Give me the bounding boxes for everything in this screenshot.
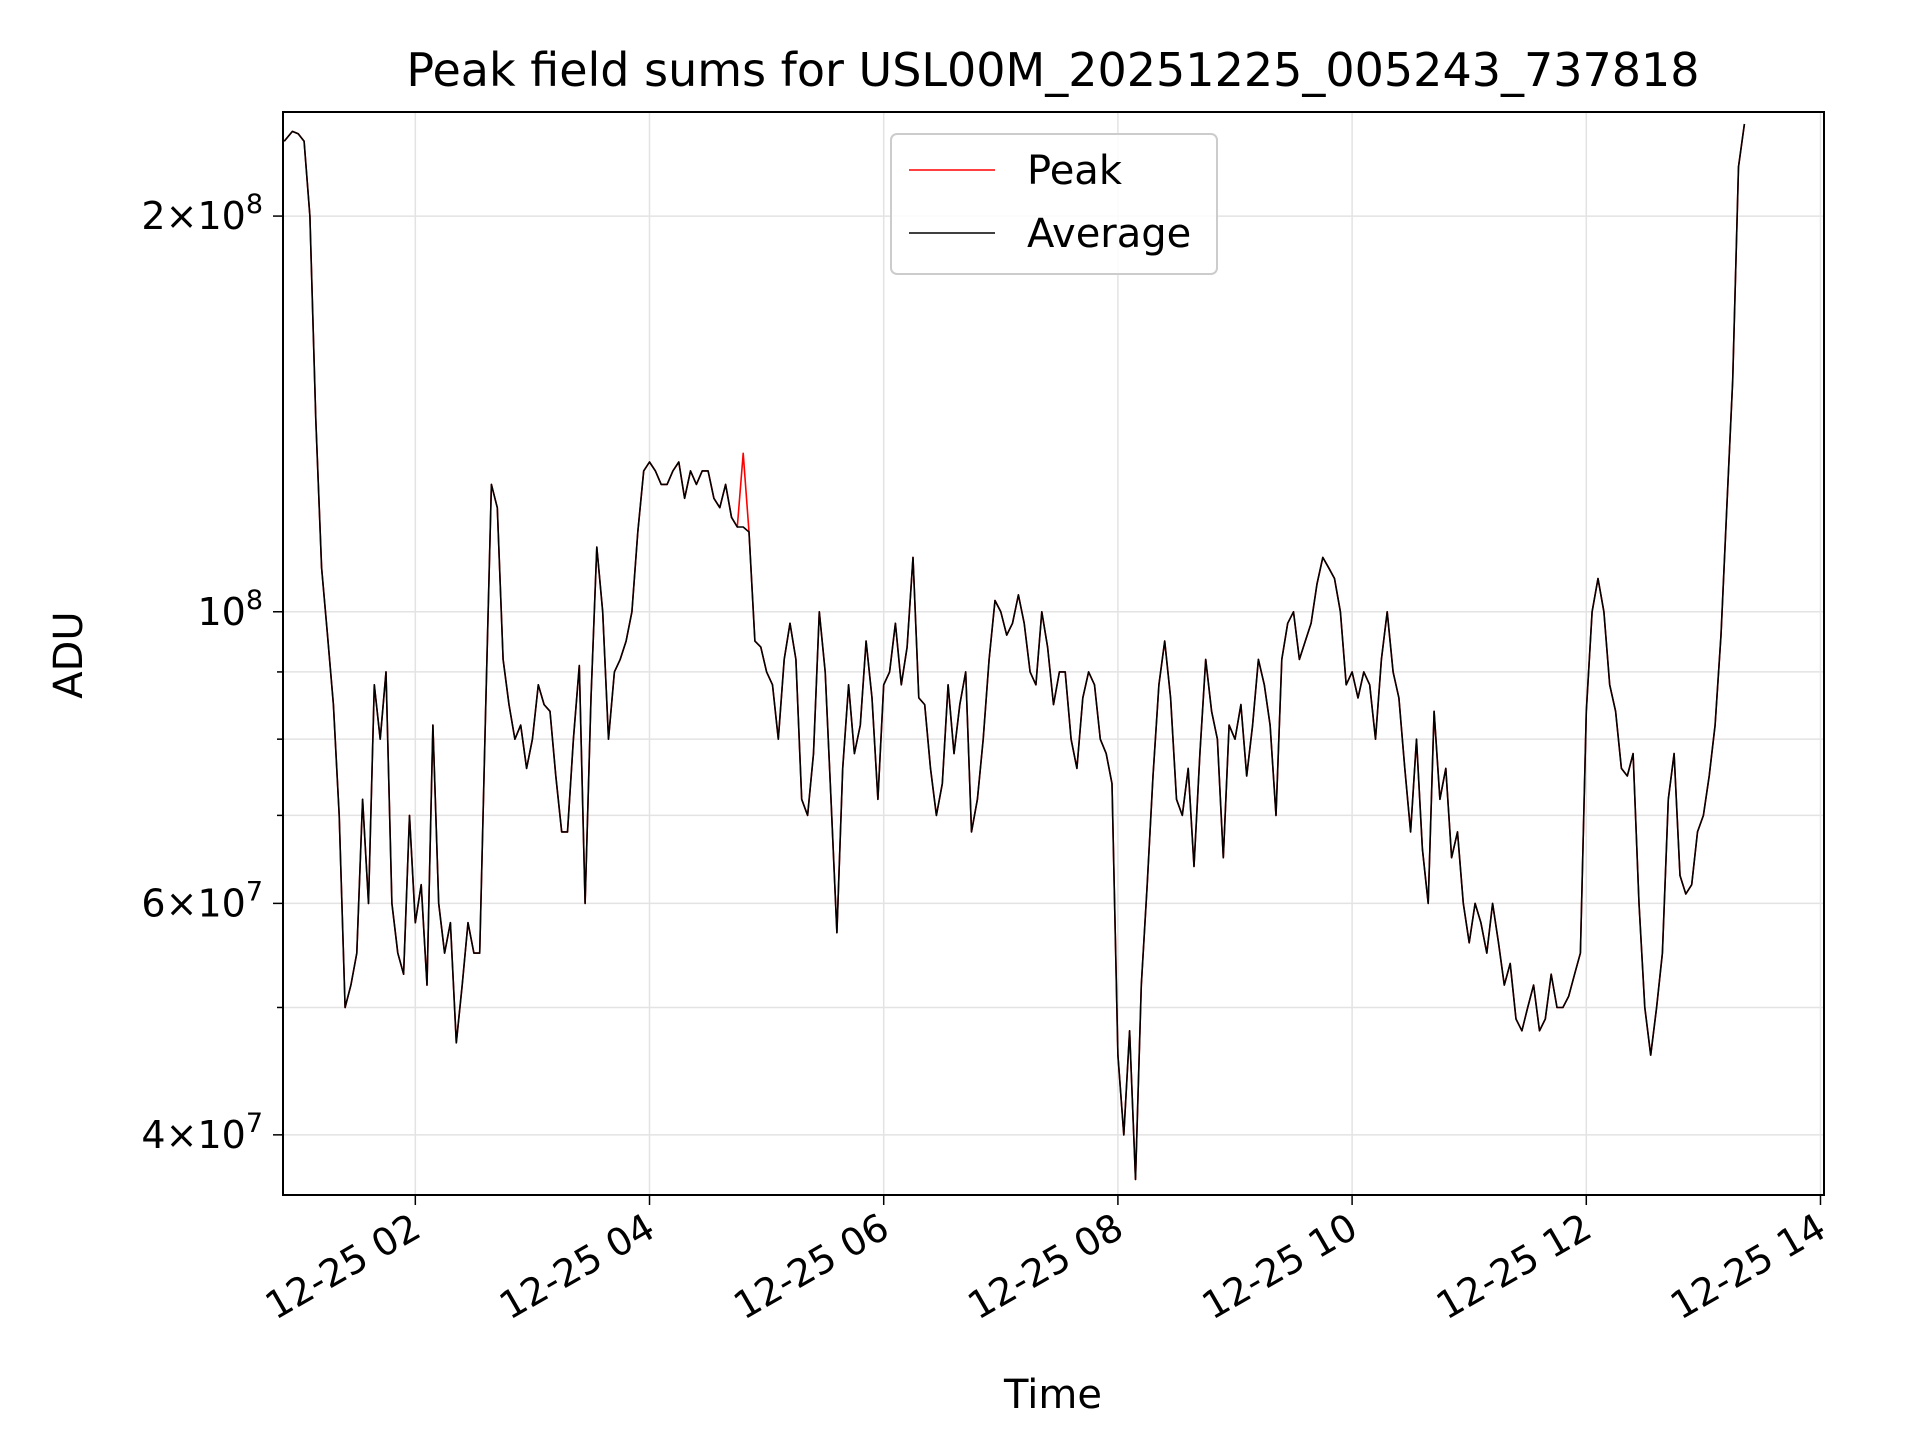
- legend-label-peak: Peak: [1027, 148, 1123, 194]
- y-tick-ten: 10: [197, 881, 245, 925]
- legend: Peak Average: [890, 133, 1218, 275]
- y-tick-exponent: 8: [246, 585, 263, 616]
- y-tick-ten: 10: [197, 194, 245, 238]
- y-tick-label: 6×107: [141, 876, 263, 925]
- y-tick-label: 4×107: [141, 1108, 263, 1157]
- y-tick-times-sign: ×: [166, 1113, 198, 1157]
- y-tick-base: 2: [141, 194, 165, 238]
- plot-area-frame: [282, 111, 1825, 1196]
- y-axis-label: ADU: [46, 611, 92, 698]
- y-tick-exponent: 7: [246, 876, 263, 907]
- y-tick-exponent: 7: [246, 1108, 263, 1139]
- y-tick-base: 4: [141, 1113, 165, 1157]
- y-tick-times-sign: ×: [166, 194, 198, 238]
- y-tick-times-sign: ×: [166, 881, 198, 925]
- y-tick-ten: 10: [197, 1113, 245, 1157]
- legend-box: [890, 133, 1218, 275]
- y-tick-label: 2×108: [141, 189, 263, 238]
- legend-label-average: Average: [1027, 211, 1191, 257]
- y-tick-exponent: 8: [246, 189, 263, 220]
- chart-title: Peak field sums for USL00M_20251225_0052…: [406, 43, 1699, 97]
- x-axis-label: Time: [1003, 1372, 1102, 1418]
- series-lines: [283, 123, 1746, 1181]
- y-tick-base: 6: [141, 881, 165, 925]
- y-tick-ten: 10: [197, 590, 245, 634]
- y-tick-label: 108: [197, 585, 263, 634]
- series-line-average: [283, 123, 1746, 1181]
